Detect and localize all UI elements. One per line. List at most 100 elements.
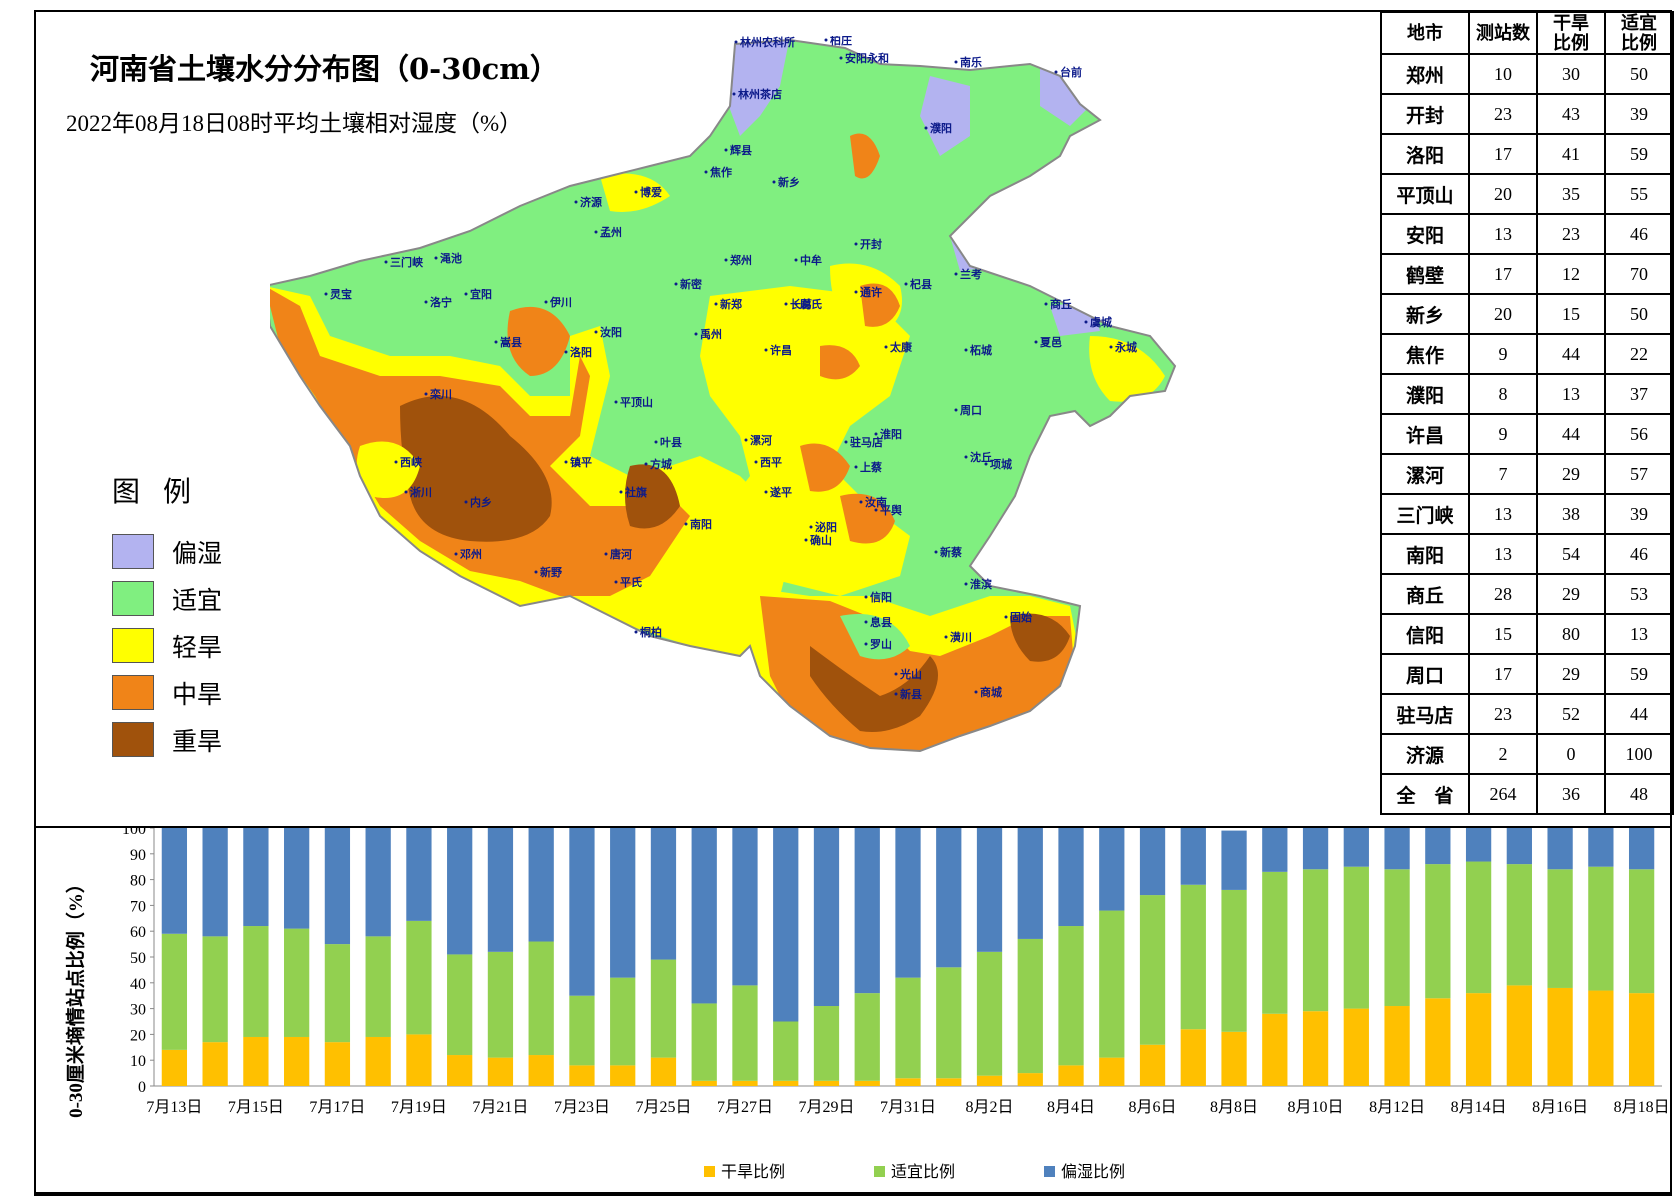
bar-segment (732, 1080, 758, 1086)
place-label: 灵宝 (330, 287, 352, 301)
bar-segment (284, 928, 310, 1037)
bar-segment (1302, 828, 1329, 870)
station-dot (924, 126, 928, 130)
bar-segment (1139, 895, 1166, 1045)
cell-suitable-ratio: 56 (1604, 413, 1674, 455)
station-dot (794, 302, 798, 306)
bar-segment (1506, 828, 1532, 865)
bar-segment (324, 1042, 351, 1086)
bar-segment (1465, 993, 1492, 1086)
bar-segment (1343, 866, 1369, 1009)
table-row: 平顶山 20 35 55 (1380, 173, 1674, 215)
x-tick-label: 8月10日 (1288, 1099, 1344, 1116)
station-dot (454, 552, 458, 556)
chart-y-axis-label: 0-30厘米墒情站点比例（%） (64, 874, 87, 1118)
header-station-count: 测站数 (1468, 11, 1538, 55)
station-dot (744, 438, 748, 442)
bar-segment (1588, 828, 1614, 867)
cell-drought-ratio: 36 (1536, 773, 1606, 815)
header-suitable-ratio: 适宜 比例 (1604, 11, 1674, 55)
y-tick-label: 90 (130, 847, 146, 864)
legend-item-wet: 偏湿 (112, 528, 222, 575)
station-dot (574, 200, 578, 204)
cell-suitable-ratio: 100 (1604, 733, 1674, 775)
bar-segment (650, 828, 677, 960)
place-label: 新县 (900, 687, 922, 701)
station-dot (839, 56, 843, 60)
station-dot (784, 302, 788, 306)
bar-segment (1139, 1044, 1166, 1086)
x-tick-label: 8月16日 (1532, 1099, 1588, 1116)
bar-segment (610, 977, 636, 1066)
legend-item-moderate-drought: 中旱 (112, 669, 222, 716)
place-label: 林州农科所 (740, 36, 795, 49)
bar-segment (854, 828, 880, 994)
place-label: 宜阳 (470, 287, 492, 301)
table-row: 三门峡 13 38 39 (1380, 493, 1674, 535)
x-tick-label: 7月19日 (391, 1099, 447, 1116)
bar-segment (976, 951, 1003, 1076)
station-dot (974, 690, 978, 694)
station-dot (464, 500, 468, 504)
table-header-row: 地市 测站数 干旱 比例 适宜 比例 (1380, 11, 1674, 55)
cell-city: 洛阳 (1380, 133, 1470, 175)
place-label: 信阳 (870, 590, 892, 604)
station-dot (324, 292, 328, 296)
cell-station-count: 2 (1468, 733, 1538, 775)
legend-swatch (704, 1166, 715, 1177)
place-label: 新密 (680, 277, 702, 291)
bar-segment (1628, 993, 1655, 1086)
bar-segment (365, 936, 391, 1037)
cell-drought-ratio: 52 (1536, 693, 1606, 735)
cell-station-count: 23 (1468, 93, 1538, 135)
station-dot (564, 460, 568, 464)
y-tick-label: 30 (130, 1002, 146, 1019)
place-label: 淮阳 (880, 427, 902, 441)
place-label: 罗山 (870, 637, 892, 651)
place-label: 邓州 (460, 548, 482, 561)
bar-segment (1099, 828, 1125, 911)
legend-swatch (112, 675, 154, 710)
bar-segment (1180, 1029, 1206, 1086)
place-label: 焦作 (709, 165, 732, 179)
station-dot (704, 170, 708, 174)
station-dot (764, 348, 768, 352)
bar-segment (406, 828, 432, 921)
station-dot (859, 500, 863, 504)
station-dot (824, 38, 828, 42)
bar-segment (1017, 828, 1043, 939)
bar-segment (1180, 884, 1206, 1030)
cell-city: 驻马店 (1380, 693, 1470, 735)
cell-suitable-ratio: 39 (1604, 93, 1674, 135)
station-dot (614, 400, 618, 404)
legend-swatch (112, 722, 154, 757)
cell-suitable-ratio: 44 (1604, 693, 1674, 735)
place-label: 博爱 (640, 185, 662, 199)
bar-segment (284, 828, 310, 929)
place-label: 固始 (1010, 610, 1032, 624)
chart-x-tick-labels: 7月13日 7月15日 7月17日 7月19日 7月21日 7月23日 7月25日 7月27日… (146, 1099, 1669, 1116)
table-row: 濮阳 8 13 37 (1380, 373, 1674, 415)
station-dot (904, 282, 908, 286)
bar-segment (1425, 998, 1451, 1086)
cell-city: 信阳 (1380, 613, 1470, 655)
cell-suitable-ratio: 59 (1604, 653, 1674, 695)
station-dot (604, 552, 608, 556)
legend-item-light-drought: 轻旱 (112, 622, 222, 669)
place-label: 三门峡 (390, 255, 424, 269)
cell-drought-ratio: 0 (1536, 733, 1606, 775)
station-dot (564, 350, 568, 354)
place-label: 台前 (1060, 65, 1082, 79)
cell-suitable-ratio: 37 (1604, 373, 1674, 415)
legend-label: 中旱 (172, 681, 223, 709)
station-dot (404, 490, 408, 494)
station-dot (594, 230, 598, 234)
section-divider (34, 826, 1672, 828)
bar-segment (691, 828, 717, 1004)
cell-suitable-ratio: 22 (1604, 333, 1674, 375)
station-dot (1054, 70, 1058, 74)
cell-suitable-ratio: 46 (1604, 533, 1674, 575)
bar-segment (1139, 828, 1166, 896)
moisture-zones (265, 40, 1175, 751)
